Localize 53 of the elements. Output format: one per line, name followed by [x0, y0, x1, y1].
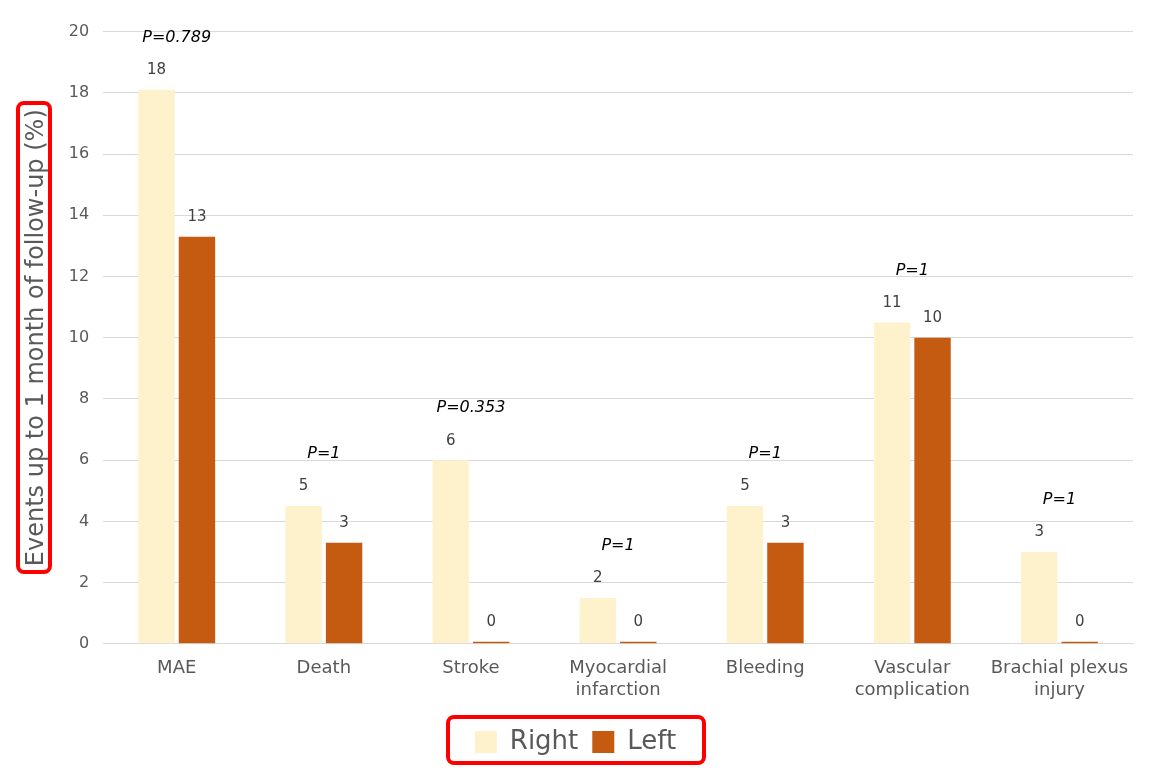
- y-tick-label: 12: [68, 265, 90, 285]
- y-tick-label: 20: [68, 20, 90, 40]
- bar: [138, 89, 175, 644]
- bar: [325, 542, 363, 644]
- x-tick-label: Myocardial infarction: [569, 656, 667, 699]
- bar: [285, 506, 322, 644]
- bar: [178, 236, 216, 644]
- annotation: P=1: [601, 535, 635, 555]
- bar: [914, 337, 951, 644]
- x-tick-label: Stroke: [442, 656, 500, 678]
- y-tick-label: 10: [68, 326, 90, 346]
- y-tick-label: 6: [78, 449, 90, 469]
- data-label: 5: [298, 476, 309, 495]
- data-label: 3: [780, 513, 791, 532]
- y-tick-label: 4: [78, 510, 90, 530]
- x-tick-label: Bleeding: [725, 656, 805, 678]
- data-label: 11: [882, 292, 902, 311]
- x-tick-label: MAE: [157, 656, 197, 678]
- annotation: P=1: [895, 259, 929, 279]
- data-label: 0: [486, 612, 496, 631]
- y-tick-label: 2: [78, 571, 90, 591]
- data-label: 0: [633, 612, 644, 631]
- legend-label: Right: [509, 724, 579, 755]
- y-axis-title: Events up to 1 month of follow-up (%): [20, 109, 49, 567]
- data-label: 6: [445, 430, 456, 449]
- data-label: 2: [593, 568, 603, 587]
- bar: [726, 506, 764, 644]
- data-label: 3: [1034, 522, 1044, 541]
- legend-label: Left: [627, 724, 677, 755]
- bar: [1021, 551, 1058, 644]
- bar: [767, 542, 804, 644]
- data-label: 13: [187, 207, 207, 226]
- annotation: P=0.353: [436, 397, 506, 417]
- data-label: 0: [1074, 612, 1085, 631]
- data-label: 18: [146, 60, 167, 79]
- data-label: 3: [339, 513, 349, 532]
- x-tick-label: Death: [296, 656, 352, 678]
- y-tick-label: 14: [68, 204, 90, 224]
- annotation: P=1: [307, 443, 341, 463]
- bar: [432, 460, 469, 644]
- bar: [873, 322, 911, 644]
- y-tick-label: 8: [78, 388, 90, 408]
- bar: [579, 597, 617, 644]
- x-tick-label: Vascular complication: [854, 656, 970, 699]
- annotation: P=1: [748, 443, 782, 463]
- annotation: P=1: [1042, 489, 1077, 509]
- y-tick-label: 0: [78, 632, 90, 652]
- y-tick-label: 18: [68, 81, 90, 101]
- x-tick-label: Brachial plexus injury: [990, 656, 1129, 699]
- data-label: 5: [740, 476, 750, 495]
- annotation: P=0.789: [142, 26, 212, 46]
- data-label: 10: [923, 308, 943, 327]
- y-tick-label: 16: [68, 143, 90, 163]
